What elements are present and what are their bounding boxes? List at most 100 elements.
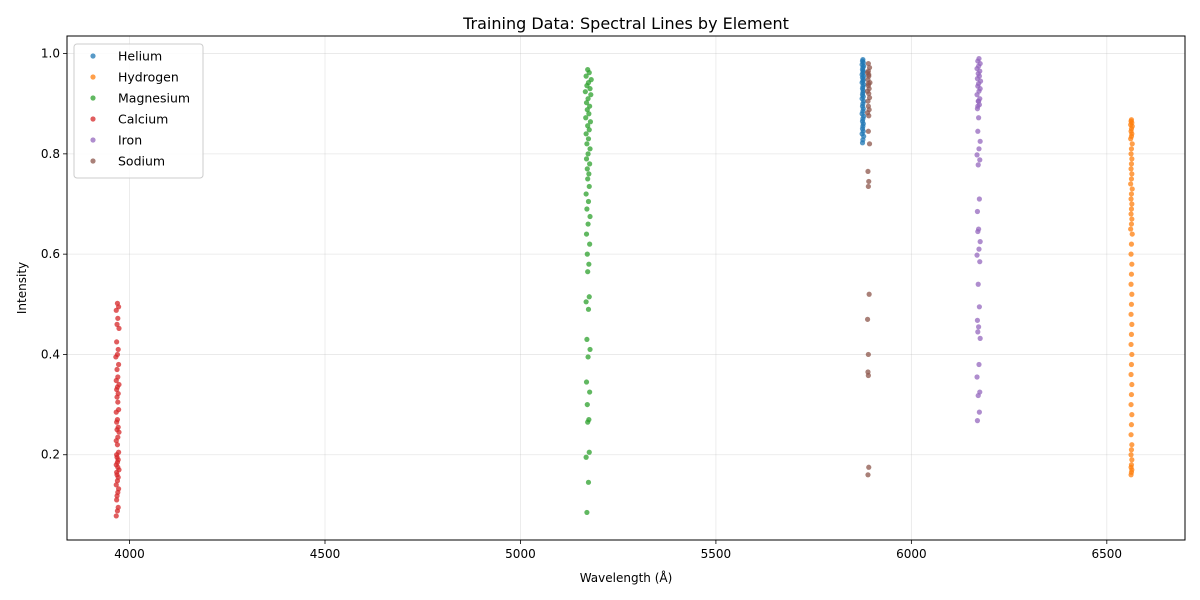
data-point — [974, 317, 981, 323]
data-point — [976, 98, 982, 104]
data-point — [976, 246, 982, 252]
data-point — [585, 136, 592, 142]
data-point — [1128, 472, 1134, 478]
legend-marker — [90, 95, 96, 101]
data-point — [114, 394, 120, 400]
data-point — [586, 127, 592, 133]
data-point — [114, 386, 120, 393]
data-point — [116, 361, 122, 368]
data-point — [587, 146, 593, 152]
data-point — [975, 392, 981, 399]
data-point — [584, 509, 590, 516]
data-point — [583, 191, 589, 197]
data-point — [583, 156, 590, 162]
data-point — [864, 316, 871, 322]
data-point — [585, 479, 592, 485]
data-point — [586, 171, 592, 177]
data-point — [976, 304, 982, 310]
data-point — [114, 493, 120, 499]
data-point — [1129, 216, 1135, 222]
data-point — [1128, 206, 1135, 212]
data-point — [585, 123, 591, 129]
data-point — [1128, 311, 1134, 317]
data-point — [583, 73, 589, 79]
legend-label: Hydrogen — [118, 70, 179, 85]
data-point — [585, 354, 591, 360]
data-point — [583, 454, 589, 460]
data-point — [587, 161, 593, 167]
data-point — [866, 291, 872, 297]
data-point — [114, 339, 120, 345]
data-point — [1128, 191, 1135, 197]
legend-label: Magnesium — [118, 91, 190, 106]
data-point — [583, 115, 589, 121]
data-point — [1129, 186, 1135, 192]
y-tick-label: 0.2 — [41, 448, 60, 462]
data-point — [1128, 422, 1135, 428]
data-point — [1128, 211, 1134, 217]
data-point — [1128, 241, 1135, 247]
data-point — [1129, 231, 1135, 237]
data-point — [586, 70, 592, 76]
legend-marker — [90, 74, 96, 80]
data-point — [977, 335, 983, 341]
data-point — [587, 119, 594, 125]
data-point — [974, 152, 980, 158]
data-point — [1129, 381, 1135, 388]
data-point — [975, 162, 981, 168]
series-sodium — [864, 60, 873, 478]
data-point — [584, 251, 590, 257]
x-tick-label: 4000 — [114, 547, 145, 561]
data-point — [585, 269, 591, 275]
data-point — [1128, 251, 1134, 257]
data-point — [865, 183, 871, 190]
data-point — [584, 336, 590, 343]
data-point — [1129, 321, 1135, 327]
data-point — [588, 92, 594, 98]
data-point — [585, 221, 591, 227]
data-point — [586, 111, 592, 117]
data-point — [584, 166, 590, 172]
plot-area-frame — [66, 35, 1186, 541]
data-point — [585, 419, 591, 425]
data-point — [1129, 201, 1135, 207]
data-point — [1128, 361, 1135, 368]
data-point — [1128, 452, 1134, 458]
y-tick-label: 0.6 — [41, 247, 60, 261]
data-point — [1128, 271, 1135, 277]
data-point — [116, 429, 122, 435]
data-point — [113, 438, 119, 444]
data-point — [1128, 447, 1135, 453]
axis-ticks: 4000 4500 5000 5500 6000 6500 0.2 0.4 0.6 0.8 1.0 — [41, 47, 1122, 561]
data-point — [115, 399, 121, 405]
data-point — [1129, 141, 1135, 147]
data-point — [1129, 412, 1135, 418]
legend-label: Helium — [118, 49, 162, 64]
data-point — [586, 449, 592, 455]
data-point — [1128, 281, 1134, 287]
data-point — [977, 157, 983, 163]
data-point — [113, 482, 119, 488]
data-point — [583, 131, 589, 137]
data-point — [1129, 351, 1135, 358]
data-point — [976, 324, 982, 330]
data-point — [1128, 176, 1135, 182]
x-tick-label: 6000 — [896, 547, 927, 561]
data-point — [865, 60, 871, 67]
data-point — [976, 115, 982, 121]
chart-title: Training Data: Spectral Lines by Element — [462, 14, 789, 33]
legend-box — [73, 43, 204, 179]
data-point — [585, 96, 591, 102]
data-point — [113, 513, 119, 519]
data-point — [587, 389, 593, 395]
data-point — [584, 401, 590, 408]
data-point — [1128, 391, 1135, 398]
data-point — [975, 128, 981, 134]
data-point — [1128, 221, 1135, 227]
data-point — [115, 315, 121, 321]
data-point — [583, 299, 589, 305]
data-point — [1129, 171, 1135, 177]
y-tick-label: 0.4 — [41, 347, 60, 361]
x-tick-label: 4500 — [310, 547, 341, 561]
